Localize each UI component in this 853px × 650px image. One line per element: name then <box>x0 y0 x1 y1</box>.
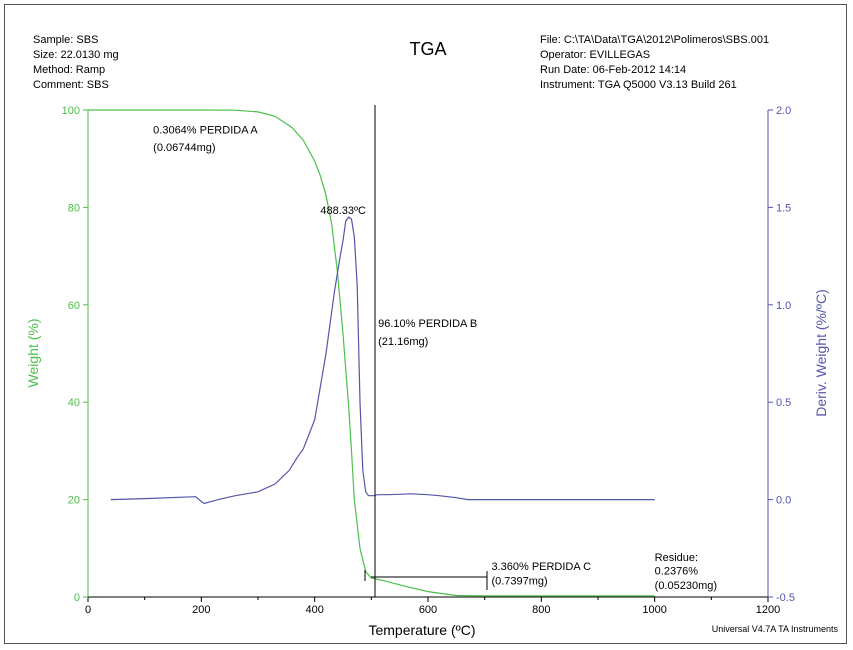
y-tick-label: 60 <box>68 300 80 312</box>
chart-title: TGA <box>409 39 446 59</box>
y2-tick-label: -0.5 <box>776 592 795 604</box>
x-tick-label: 200 <box>192 604 210 616</box>
series-layer <box>88 109 655 597</box>
header-method: Method: Ramp <box>33 64 105 76</box>
y-tick-label: 0 <box>74 592 80 604</box>
y-axis-label: Weight (%) <box>25 319 41 388</box>
y2-tick-label: 0.5 <box>776 397 791 409</box>
header-instrument: Instrument: TGA Q5000 V3.13 Build 261 <box>540 79 737 91</box>
annotation-peak: 488.33ºC <box>320 205 366 217</box>
weight-line <box>88 109 655 597</box>
x-tick-label: 800 <box>532 604 550 616</box>
annotation-residue-3: (0.05230mg) <box>655 580 717 592</box>
y2-tick-label: 1.5 <box>776 202 791 214</box>
x-tick-label: 0 <box>85 604 91 616</box>
y-tick-label: 100 <box>62 105 80 117</box>
y-tick-label: 40 <box>68 397 80 409</box>
y2-tick-label: 0.0 <box>776 495 791 507</box>
annotation-perdida-a-2: (0.06744mg) <box>153 142 215 154</box>
y-tick-label: 20 <box>68 495 80 507</box>
annotation-perdida-b-2: (21.16mg) <box>378 336 428 348</box>
header-comment: Comment: SBS <box>33 79 109 91</box>
annotation-layer: 0.3064% PERDIDA A (0.06744mg) 488.33ºC 96.1… <box>153 124 717 592</box>
header-run-date: Run Date: 06-Feb-2012 14:14 <box>540 64 686 76</box>
header-operator: Operator: EVILLEGAS <box>540 49 650 61</box>
annotation-perdida-c-2: (0.7397mg) <box>491 575 547 587</box>
y2-tick-label: 2.0 <box>776 105 791 117</box>
header-left: Sample: SBS Size: 22.0130 mg Method: Ram… <box>33 34 119 91</box>
x-tick-label: 1200 <box>756 604 780 616</box>
plot-axes: 0 200 400 600 800 1000 1200 0 20 40 60 80 100 -0.5 0.0… <box>62 105 795 616</box>
x-tick-label: 400 <box>305 604 323 616</box>
y2-axis-label: Deriv. Weight (%/ºC) <box>813 289 829 417</box>
header-file: File: C:\TA\Data\TGA\2012\Polimeros\SBS.… <box>540 34 769 46</box>
annotation-perdida-b-1: 96.10% PERDIDA B <box>378 318 477 330</box>
y2-tick-label: 1.0 <box>776 300 791 312</box>
annotation-residue-2: 0.2376% <box>655 566 699 578</box>
y-tick-label: 80 <box>68 202 80 214</box>
footer-version: Universal V4.7A TA Instruments <box>712 624 839 634</box>
header-right: File: C:\TA\Data\TGA\2012\Polimeros\SBS.… <box>540 34 769 91</box>
annotation-perdida-c-1: 3.360% PERDIDA C <box>491 561 591 573</box>
deriv-weight-line <box>110 216 655 505</box>
x-tick-label: 1000 <box>642 604 666 616</box>
annotation-perdida-a-1: 0.3064% PERDIDA A <box>153 124 258 136</box>
marker-layer <box>364 105 488 597</box>
x-tick-label: 600 <box>419 604 437 616</box>
chart-frame <box>4 4 847 644</box>
annotation-residue-1: Residue: <box>655 552 698 564</box>
header-sample: Sample: SBS <box>33 34 98 46</box>
header-size: Size: 22.0130 mg <box>33 49 119 61</box>
x-axis-label: Temperature (ºC) <box>368 622 475 638</box>
